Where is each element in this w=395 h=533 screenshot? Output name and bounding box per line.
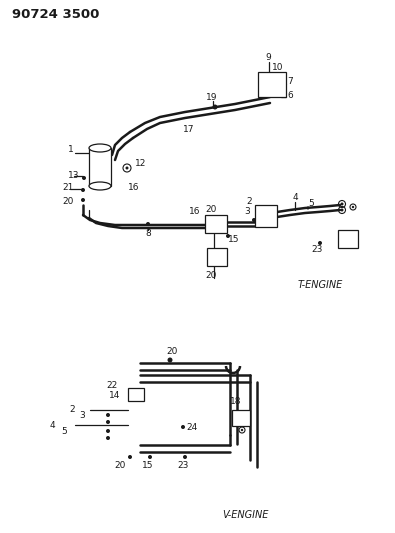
Circle shape xyxy=(106,413,110,417)
Text: 24: 24 xyxy=(186,423,197,432)
Text: 5: 5 xyxy=(61,426,67,435)
Text: 18: 18 xyxy=(230,397,242,406)
Text: 13: 13 xyxy=(68,171,79,180)
Circle shape xyxy=(106,420,110,424)
Circle shape xyxy=(148,455,152,459)
Circle shape xyxy=(126,166,128,169)
Circle shape xyxy=(82,176,86,180)
Circle shape xyxy=(252,218,256,222)
Circle shape xyxy=(183,455,187,459)
Text: 23: 23 xyxy=(177,462,189,471)
Text: 20: 20 xyxy=(114,462,126,471)
Text: 4: 4 xyxy=(49,421,55,430)
Circle shape xyxy=(226,234,230,238)
Circle shape xyxy=(352,206,354,208)
Bar xyxy=(232,410,250,426)
Text: 19: 19 xyxy=(206,93,218,102)
Text: 20: 20 xyxy=(205,205,217,214)
Text: 2: 2 xyxy=(246,197,252,206)
Text: 20: 20 xyxy=(205,271,217,279)
Text: 15: 15 xyxy=(142,462,154,471)
Text: 2: 2 xyxy=(70,406,75,415)
Text: 1: 1 xyxy=(68,146,74,155)
Text: 5: 5 xyxy=(308,198,314,207)
Bar xyxy=(255,205,277,227)
Text: 20: 20 xyxy=(62,198,73,206)
Text: V-ENGINE: V-ENGINE xyxy=(222,510,268,520)
Circle shape xyxy=(81,198,85,202)
Text: 14: 14 xyxy=(109,391,120,400)
Text: 11: 11 xyxy=(207,257,219,266)
Text: 9: 9 xyxy=(265,53,271,62)
Circle shape xyxy=(340,203,344,206)
Text: 16: 16 xyxy=(188,207,200,216)
Circle shape xyxy=(181,425,185,429)
Circle shape xyxy=(318,241,322,245)
Bar xyxy=(205,215,227,233)
Circle shape xyxy=(106,429,110,433)
Text: 17: 17 xyxy=(183,125,194,134)
Circle shape xyxy=(340,208,344,212)
Circle shape xyxy=(106,436,110,440)
Text: 7: 7 xyxy=(287,77,293,86)
Bar xyxy=(207,248,227,266)
Ellipse shape xyxy=(89,182,111,190)
Circle shape xyxy=(167,358,173,362)
Text: 20: 20 xyxy=(166,346,178,356)
Text: 4: 4 xyxy=(292,192,298,201)
Circle shape xyxy=(307,206,310,209)
Text: 6: 6 xyxy=(287,92,293,101)
Circle shape xyxy=(213,104,218,109)
Text: 15: 15 xyxy=(228,236,239,245)
Bar xyxy=(338,230,358,248)
Text: 21: 21 xyxy=(62,183,73,192)
Text: 10: 10 xyxy=(272,63,284,72)
Text: 22: 22 xyxy=(107,381,118,390)
Text: 12: 12 xyxy=(135,158,147,167)
Circle shape xyxy=(128,455,132,459)
Circle shape xyxy=(81,188,85,192)
Text: 3: 3 xyxy=(244,207,250,216)
Text: 8: 8 xyxy=(145,230,151,238)
Text: 16: 16 xyxy=(128,182,139,191)
Bar xyxy=(258,72,286,97)
Circle shape xyxy=(241,429,243,431)
Text: 18: 18 xyxy=(338,239,350,248)
Bar xyxy=(89,148,111,186)
Text: 23: 23 xyxy=(311,246,323,254)
Text: T-ENGINE: T-ENGINE xyxy=(297,280,342,290)
Text: 3: 3 xyxy=(79,410,85,419)
Circle shape xyxy=(146,222,150,226)
Ellipse shape xyxy=(89,144,111,152)
Bar xyxy=(128,388,144,401)
Text: 90724 3500: 90724 3500 xyxy=(12,8,100,21)
